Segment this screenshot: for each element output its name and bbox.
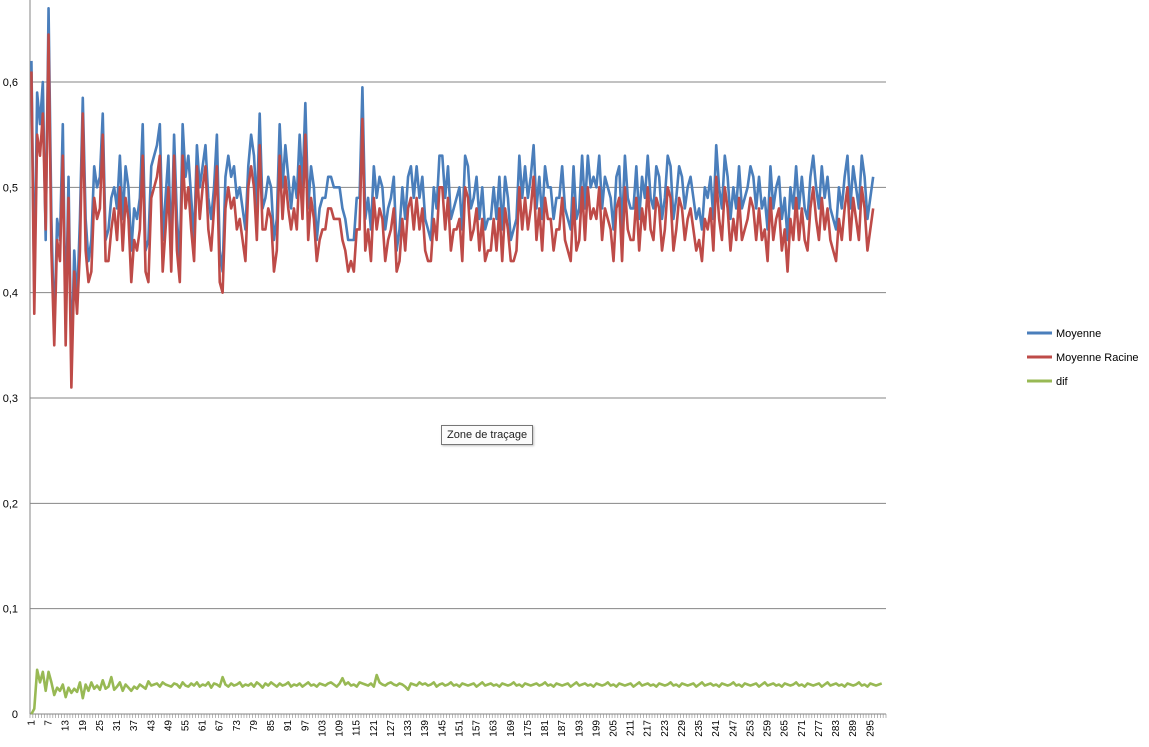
x-tick-label: 127 <box>386 720 397 737</box>
x-tick-label: 151 <box>454 720 465 737</box>
x-tick-label: 211 <box>626 720 637 736</box>
x-tick-label: 181 <box>540 720 551 737</box>
legend-item-moyenne[interactable]: Moyenne <box>1027 328 1101 340</box>
legend-label: Moyenne Racine <box>1056 352 1139 364</box>
x-tick-label: 169 <box>506 720 517 737</box>
x-tick-label: 31 <box>112 720 123 732</box>
x-tick-label: 271 <box>797 720 808 737</box>
x-tick-label: 259 <box>763 720 774 737</box>
x-tick-label: 265 <box>780 720 791 737</box>
legend-label: dif <box>1056 376 1069 388</box>
series-line-dif[interactable] <box>30 668 883 715</box>
x-tick-label: 25 <box>95 720 106 732</box>
x-tick-label: 229 <box>677 720 688 737</box>
x-tick-label: 103 <box>317 720 328 737</box>
x-tick-label: 133 <box>403 720 414 737</box>
x-tick-label: 139 <box>420 720 431 737</box>
x-tick-label: 73 <box>232 720 243 732</box>
x-tick-label: 85 <box>266 720 277 732</box>
axes: 0 0,1 0,2 0,3 0,4 0,5 0,6 1 7 13 19 25 31 37 43 49 55 61 6… <box>3 0 887 737</box>
x-tick-label: 67 <box>215 720 226 732</box>
x-tick-label: 217 <box>643 720 654 737</box>
x-tick-label: 163 <box>489 720 500 737</box>
x-tick-label: 49 <box>163 720 174 732</box>
x-tick-label: 193 <box>574 720 585 737</box>
x-tick-label: 241 <box>711 720 722 737</box>
x-tick-label: 109 <box>335 720 346 737</box>
x-tick-label: 223 <box>660 720 671 737</box>
x-tick-label: 13 <box>61 720 72 732</box>
x-tick-label: 79 <box>249 720 260 732</box>
legend-item-dif[interactable]: dif <box>1027 376 1069 388</box>
x-tick-label: 283 <box>831 720 842 737</box>
y-tick-label: 0,2 <box>3 498 18 510</box>
x-tick-label: 253 <box>745 720 756 737</box>
x-tick-label: 61 <box>198 720 209 732</box>
y-tick-label: 0 <box>12 709 18 721</box>
plot-area-tooltip: Zone de traçage <box>441 425 534 445</box>
x-tick-label: 175 <box>523 720 534 737</box>
x-tick-label: 37 <box>129 720 140 732</box>
x-tick-label: 157 <box>472 720 483 737</box>
x-tick-label: 91 <box>283 720 294 732</box>
x-tick-label: 277 <box>814 720 825 737</box>
x-tick-label: 43 <box>146 720 157 732</box>
legend-label: Moyenne <box>1056 328 1101 340</box>
y-tick-label: 0,3 <box>3 393 18 405</box>
x-tick-label: 97 <box>300 720 311 732</box>
x-tick-label: 205 <box>609 720 620 737</box>
plot-area[interactable] <box>30 6 883 715</box>
x-tick-label: 19 <box>78 720 89 732</box>
x-tick-label: 115 <box>352 720 363 736</box>
x-tick-label: 121 <box>369 720 380 737</box>
y-tick-label: 0,6 <box>3 77 18 89</box>
series-line-moyenne-racine[interactable] <box>30 33 875 389</box>
legend-item-moyenne-racine[interactable]: Moyenne Racine <box>1027 352 1139 364</box>
x-tick-label: 289 <box>848 720 859 737</box>
x-tick-label: 55 <box>181 720 192 732</box>
x-tick-label: 295 <box>865 720 876 737</box>
y-tick-label: 0,4 <box>3 288 18 300</box>
y-tick-label: 0,5 <box>3 182 18 194</box>
x-tick-label: 187 <box>557 720 568 737</box>
x-tick-label: 7 <box>44 720 55 726</box>
y-tick-label: 0,1 <box>3 604 18 616</box>
x-tick-label: 1 <box>26 720 37 726</box>
x-tick-label: 235 <box>694 720 705 737</box>
x-tick-label: 145 <box>437 720 448 737</box>
x-tick-label: 199 <box>591 720 602 737</box>
x-tick-label: 247 <box>728 720 739 737</box>
legend[interactable]: Moyenne Moyenne Racine dif <box>1027 328 1139 388</box>
